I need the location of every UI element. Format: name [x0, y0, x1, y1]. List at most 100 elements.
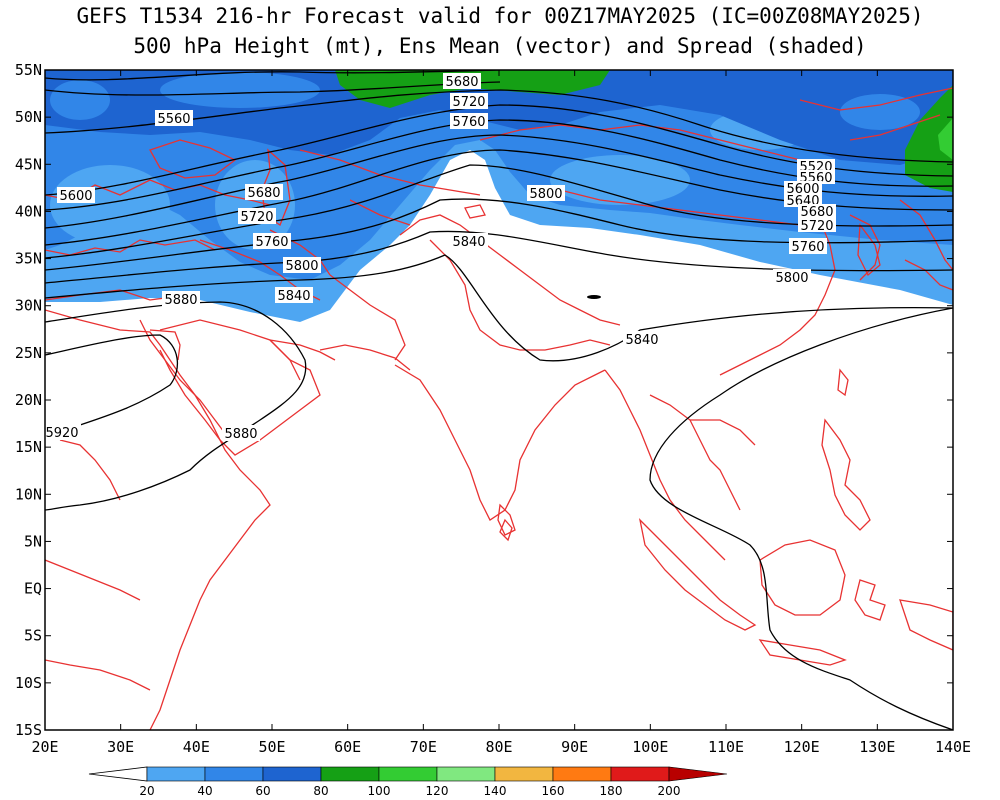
map-subtitle: 500 hPa Height (mt), Ens Mean (vector) a… [133, 34, 867, 58]
colorbar-segment [146, 766, 206, 782]
contour-label: 5680 [245, 184, 283, 201]
latitude-tick-label: 40N [15, 202, 42, 220]
colorbar-segment [552, 766, 612, 782]
contour-label: 5840 [623, 331, 661, 348]
colorbar-arrow-high [668, 766, 728, 782]
colorbar-label: 80 [313, 784, 328, 798]
latitude-tick-label: 10S [15, 674, 42, 692]
colorbar-label: 140 [484, 784, 507, 798]
contour-label: 5840 [275, 287, 313, 304]
contour-label: 5800 [283, 257, 321, 274]
svg-text:5880: 5880 [224, 427, 257, 442]
latitude-tick-label: 30N [15, 297, 42, 315]
longitude-tick-label: 100E [632, 738, 668, 756]
latitude-tick-label: 25N [15, 344, 42, 362]
colorbar-segment [494, 766, 554, 782]
spread-blob [840, 94, 920, 130]
latitude-tick-label: 15S [15, 721, 42, 739]
longitude-axis: 20E 30E 40E 50E 60E 70E 80E 90E 100E 110E 120E 130E… [31, 738, 971, 756]
contour-label: 5880 [162, 291, 200, 308]
longitude-tick-label: 130E [859, 738, 895, 756]
svg-text:5560: 5560 [157, 112, 190, 127]
longitude-tick-label: 120E [784, 738, 820, 756]
svg-text:5680: 5680 [247, 186, 280, 201]
colorbar-segment [610, 766, 670, 782]
colorbar-label: 20 [139, 784, 154, 798]
svg-text:5760: 5760 [452, 115, 485, 130]
latitude-tick-label: 45N [15, 155, 42, 173]
svg-text:5680: 5680 [445, 75, 478, 90]
map-title: GEFS T1534 216-hr Forecast valid for 00Z… [76, 4, 924, 28]
longitude-tick-label: 110E [708, 738, 744, 756]
contour-label: 5760 [789, 238, 827, 255]
contour-label: 5840 [450, 233, 488, 250]
spread-blob [50, 165, 170, 245]
latitude-tick-label: 50N [15, 108, 42, 126]
svg-text:5840: 5840 [277, 289, 310, 304]
spread-blob [50, 80, 110, 120]
latitude-tick-label: 20N [15, 391, 42, 409]
colorbar-segment [378, 766, 438, 782]
svg-text:5920: 5920 [45, 426, 78, 441]
contour-labels: 5560 5600 5680 5720 5760 5800 5840 5880 … [45, 73, 836, 442]
contour-label: 5720 [798, 218, 836, 234]
latitude-axis: 55N 50N 45N 40N 35N 30N 25N 20N 15N 10N 5N EQ 5S 10S 1… [15, 61, 42, 739]
contour-label: 5760 [253, 233, 291, 250]
contour-label: 5800 [773, 269, 811, 286]
longitude-tick-label: 90E [561, 738, 588, 756]
spread-shading-80-100 [335, 70, 610, 108]
colorbar-segment [320, 766, 380, 782]
contour-label: 5760 [450, 113, 488, 130]
contour-label: 5560 [155, 110, 193, 127]
svg-text:5840: 5840 [625, 333, 658, 348]
svg-text:5680: 5680 [800, 205, 833, 220]
svg-text:5720: 5720 [800, 219, 833, 234]
latitude-tick-label: 10N [15, 485, 42, 503]
colorbar-arrow-low [88, 766, 148, 782]
svg-text:5840: 5840 [452, 235, 485, 250]
longitude-tick-label: 40E [183, 738, 210, 756]
latitude-tick-label: EQ [24, 580, 42, 598]
latitude-tick-label: 5N [24, 532, 42, 550]
svg-text:5880: 5880 [164, 293, 197, 308]
colorbar-segment [262, 766, 322, 782]
svg-text:5600: 5600 [59, 189, 92, 204]
svg-text:5720: 5720 [452, 95, 485, 110]
colorbar-segment [436, 766, 496, 782]
longitude-tick-label: 60E [334, 738, 361, 756]
colorbar: 20 40 60 80 100 120 140 160 180 200 [88, 766, 728, 798]
contour-label: 5800 [527, 185, 565, 202]
colorbar-label: 200 [658, 784, 681, 798]
contour-label: 5880 [222, 425, 260, 442]
longitude-tick-label: 80E [485, 738, 512, 756]
longitude-tick-label: 30E [107, 738, 134, 756]
spread-shading-80-100 [905, 85, 953, 192]
colorbar-label: 40 [197, 784, 212, 798]
axis-ticks [44, 69, 954, 731]
longitude-tick-label: 20E [31, 738, 58, 756]
svg-text:5800: 5800 [529, 187, 562, 202]
contour-blob [587, 295, 601, 299]
longitude-tick-label: 50E [258, 738, 285, 756]
svg-text:5760: 5760 [791, 240, 824, 255]
spread-shading-100-120 [938, 118, 953, 160]
svg-text:5720: 5720 [240, 210, 273, 225]
colorbar-label: 120 [426, 784, 449, 798]
colorbar-label: 60 [255, 784, 270, 798]
colorbar-label: 100 [368, 784, 391, 798]
colorbar-label: 160 [542, 784, 565, 798]
contour-label: 5600 [57, 187, 95, 204]
contour-label: 5920 [45, 424, 81, 441]
spread-blob [160, 72, 320, 108]
svg-text:5760: 5760 [255, 235, 288, 250]
contour-label: 5720 [450, 93, 488, 110]
latitude-tick-label: 35N [15, 250, 42, 268]
contour-label: 5720 [238, 208, 276, 225]
latitude-tick-label: 55N [15, 61, 42, 79]
latitude-tick-label: 5S [24, 627, 42, 645]
spread-blob [550, 155, 690, 205]
contour-label: 5680 [798, 204, 836, 220]
longitude-tick-label: 70E [410, 738, 437, 756]
svg-text:5800: 5800 [775, 271, 808, 286]
